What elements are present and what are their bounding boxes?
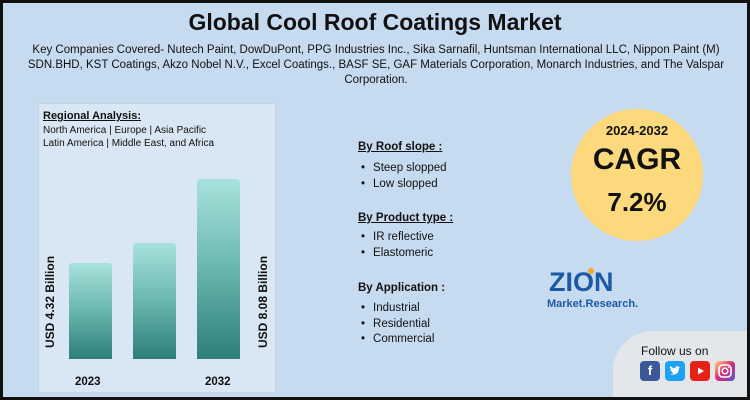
- segment-title-application: By Application :: [358, 282, 446, 294]
- regional-title: Regional Analysis:: [43, 110, 142, 122]
- segment-item: Elastomeric: [361, 247, 433, 259]
- facebook-icon[interactable]: f: [640, 361, 660, 381]
- logo-wordmark: ZION: [549, 267, 614, 297]
- youtube-icon[interactable]: [690, 361, 710, 381]
- page-title: Global Cool Roof Coatings Market: [188, 9, 562, 35]
- cagr-years: 2024-2032: [605, 123, 669, 138]
- cagr-circle: [571, 109, 703, 241]
- regional-line-2: Latin America | Middle East, and Africa: [43, 138, 215, 149]
- segment-item: IR reflective: [361, 231, 434, 243]
- logo-tagline: Market.Research.: [547, 298, 638, 310]
- segment-item: Steep slopped: [361, 162, 447, 174]
- segment-item: Low slopped: [361, 178, 438, 190]
- instagram-icon[interactable]: [715, 361, 735, 381]
- zion-logo: ZION Market.Research.: [547, 267, 638, 310]
- bar-2032: [197, 179, 240, 359]
- segment-item: Residential: [361, 318, 430, 330]
- segment-title-product-type: By Product type :: [358, 212, 454, 224]
- regional-line-1: North America | Europe | Asia Pacific: [43, 125, 207, 136]
- bar-middle: [133, 243, 176, 359]
- data-label-2032: USD 8.08 Billion: [256, 255, 270, 348]
- data-label-2023: USD 4.32 Billion: [43, 255, 57, 348]
- segment-title-roof-slope: By Roof slope :: [358, 141, 443, 153]
- tick-label-2023: 2023: [75, 376, 101, 388]
- follow-us-text: Follow us on: [641, 344, 709, 358]
- segment-item: Commercial: [361, 333, 434, 345]
- tick-label-2032: 2032: [205, 376, 231, 388]
- segment-item: Industrial: [361, 302, 420, 314]
- cagr-value: 7.2%: [607, 187, 667, 217]
- cagr-label: CAGR: [592, 143, 682, 176]
- twitter-icon[interactable]: [665, 361, 685, 381]
- bar-2023: [69, 262, 112, 359]
- companies-text: Key Companies Covered- Nutech Paint, Dow…: [27, 44, 725, 86]
